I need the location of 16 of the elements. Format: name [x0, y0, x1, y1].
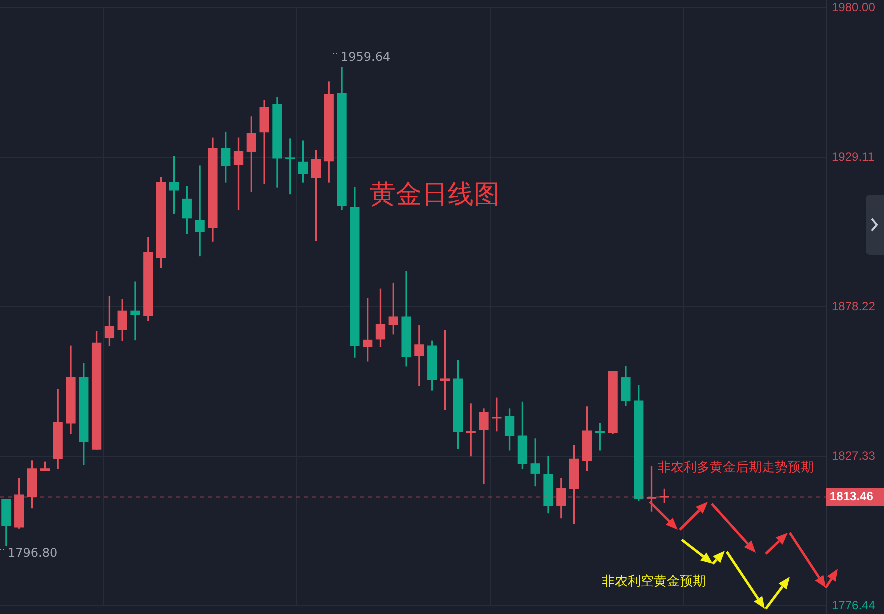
y-tick-label: 1929.11 — [832, 150, 875, 164]
annotation: 非农利空黄金预期 — [602, 574, 706, 590]
candlestick — [414, 326, 424, 386]
annotation: 1959.64 — [341, 50, 391, 64]
text: 黄金日线图 — [370, 180, 500, 210]
y-tick-label: 1878.22 — [832, 299, 876, 314]
annotation: 1796.80 — [8, 546, 58, 560]
y-tick-label: 1776.44 — [832, 598, 876, 612]
candlestick — [195, 166, 205, 257]
candlestick — [130, 282, 140, 341]
candlestick — [479, 408, 489, 485]
annotation: 非农利多黄金后期走势预期 — [658, 460, 814, 476]
candlestick — [466, 404, 476, 457]
ref-line-label: 1813.46 — [830, 490, 874, 504]
y-tick-label: 1980.00 — [832, 0, 876, 14]
y-tick-label: 1827.33 — [832, 448, 876, 463]
